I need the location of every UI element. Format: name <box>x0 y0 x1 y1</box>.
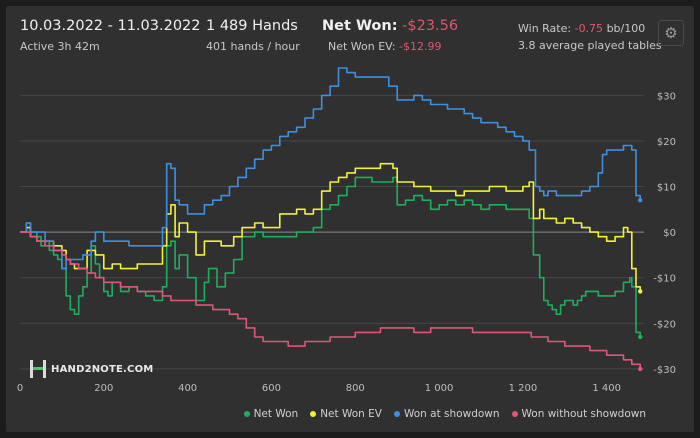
hands-per-hour: 401 hands / hour <box>206 40 300 53</box>
legend-label: Net Won <box>253 408 299 420</box>
win-rate-label: Win Rate: <box>518 22 572 35</box>
win-rate-unit: bb/100 <box>606 22 646 35</box>
series-end-point <box>638 366 643 372</box>
y-tick-label: $0 <box>663 228 676 239</box>
series-line-net-won <box>20 176 641 337</box>
legend-label: Won at showdown <box>403 408 500 420</box>
avg-tables: 3.8 average played tables <box>518 39 662 52</box>
net-won-ev-dot-icon <box>310 411 317 417</box>
won-without-showdown-dot-icon <box>511 411 518 417</box>
x-tick-label: 1 400 <box>592 383 621 394</box>
settings-button[interactable]: ⚙ <box>658 20 684 46</box>
hands-count: 1 489 Hands <box>206 18 298 34</box>
net-won-label: Net Won: <box>322 18 398 34</box>
y-tick-label: -$10 <box>653 274 676 285</box>
legend-label: Won without showdown <box>521 408 646 420</box>
legend-net-won[interactable]: Net Won <box>243 408 299 420</box>
net-won-ev: Net Won EV: -$12.99 <box>328 40 442 53</box>
series-line-won-at-showdown <box>20 67 641 270</box>
series-end-point <box>638 334 643 340</box>
win-rate-value: -0.75 <box>574 22 604 35</box>
x-tick-label: 400 <box>178 383 197 394</box>
x-tick-label: 600 <box>262 383 281 394</box>
legend-won-at-showdown[interactable]: Won at showdown <box>393 408 500 420</box>
x-tick-label: 1 200 <box>509 383 538 394</box>
series-line-net-won-ev <box>20 162 641 292</box>
y-tick-label: $20 <box>657 137 676 148</box>
hand2note-logo-icon <box>30 360 46 378</box>
y-tick-label: $30 <box>657 91 676 102</box>
active-time: Active 3h 42m <box>20 40 100 53</box>
win-rate: Win Rate: -0.75 bb/100 <box>518 22 645 35</box>
date-range: 10.03.2022 - 11.03.2022 <box>20 18 201 34</box>
gear-icon: ⚙ <box>664 24 678 42</box>
net-won-value: -$23.56 <box>402 18 459 34</box>
logo-text: HAND2NOTE.COM <box>51 363 154 375</box>
y-tick-label: $10 <box>657 183 676 194</box>
hand2note-logo: HAND2NOTE.COM <box>30 360 153 378</box>
x-tick-label: 1 000 <box>425 383 454 394</box>
legend-won-without-showdown[interactable]: Won without showdown <box>511 408 646 420</box>
profit-chart: $30 $20 $10 $0 -$10 -$20 -$30 0 200 400 600 800 1 00… <box>17 67 676 394</box>
net-won-ev-value: -$12.99 <box>399 40 442 53</box>
net-won-dot-icon <box>243 411 250 417</box>
x-tick-label: 800 <box>346 383 365 394</box>
series-end-point <box>638 289 643 294</box>
y-tick-label: -$30 <box>653 365 676 376</box>
legend-net-won-ev[interactable]: Net Won EV <box>310 408 382 420</box>
chart-legend: Net Won Net Won EV Won at showdown Won w… <box>243 408 646 420</box>
net-won: Net Won: -$23.56 <box>322 18 458 34</box>
x-tick-label: 200 <box>94 383 113 394</box>
series-line-won-without-showdown <box>20 231 641 369</box>
won-at-showdown-dot-icon <box>393 411 400 417</box>
net-won-ev-label: Net Won EV: <box>328 40 396 53</box>
x-tick-label: 0 <box>17 383 23 394</box>
y-tick-label: -$20 <box>653 319 676 330</box>
stats-panel: 10.03.2022 - 11.03.2022 Active 3h 42m 1 … <box>6 6 694 432</box>
series-end-point <box>638 198 643 203</box>
legend-label: Net Won EV <box>320 408 382 420</box>
